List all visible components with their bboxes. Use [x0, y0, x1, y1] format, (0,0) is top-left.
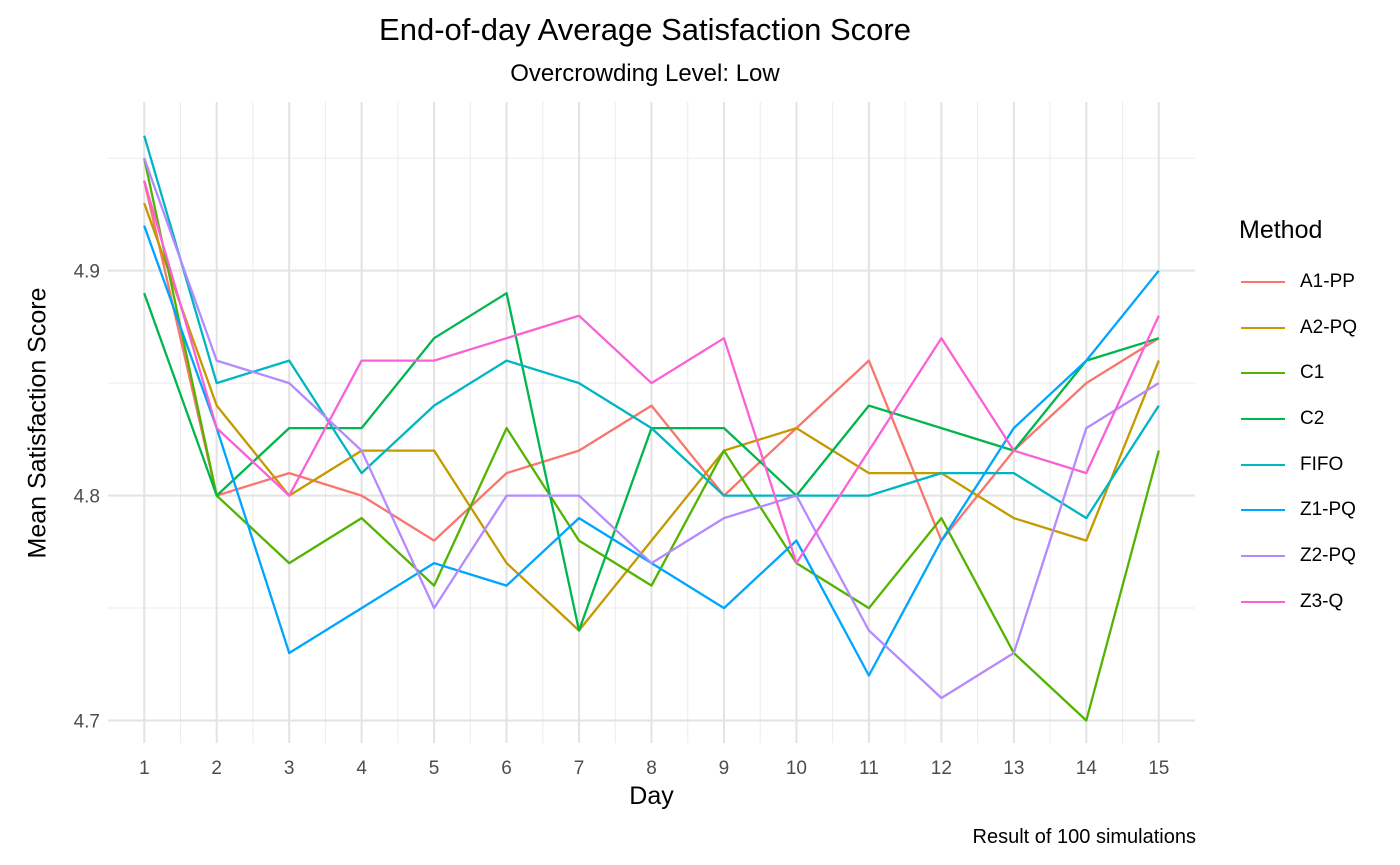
x-tick-label: 10 [786, 758, 807, 779]
series-line-z3-q [143, 180, 1160, 565]
legend-item: FIFO [1239, 442, 1357, 488]
x-axis-ticks: 1 2 3 4 5 6 7 8 9 10 11 12 13 14 15 [139, 758, 1169, 779]
legend: Method A1-PP A2-PQ C1 C2 FIFO Z1-PQ Z2-PQ Z3-Q [1239, 216, 1357, 625]
y-axis-ticks: 4.7 4.8 4.9 [74, 262, 100, 733]
x-tick-label: 13 [1003, 758, 1024, 779]
legend-label: C2 [1300, 407, 1325, 429]
legend-item: C1 [1239, 350, 1357, 396]
legend-label: Z3-Q [1300, 590, 1344, 612]
series-line-c1 [143, 157, 1160, 722]
x-tick-label: 1 [139, 758, 150, 779]
chart-caption: Result of 100 simulations [972, 826, 1196, 848]
legend-title: Method [1239, 216, 1323, 244]
legend-label: Z2-PQ [1300, 544, 1356, 566]
x-tick-label: 4 [356, 758, 367, 779]
x-tick-label: 7 [574, 758, 585, 779]
legend-item: A1-PP [1239, 259, 1357, 305]
legend-item: Z3-Q [1239, 579, 1357, 625]
x-tick-label: 2 [211, 758, 222, 779]
x-tick-label: 8 [646, 758, 657, 779]
x-axis-label: Day [629, 782, 674, 810]
legend-items: A1-PP A2-PQ C1 C2 FIFO Z1-PQ Z2-PQ Z3-Q [1239, 259, 1357, 625]
x-tick-label: 3 [284, 758, 295, 779]
legend-swatch [1241, 280, 1285, 283]
legend-swatch [1241, 554, 1285, 557]
y-tick-label: 4.9 [74, 262, 100, 283]
legend-item: A2-PQ [1239, 305, 1357, 351]
legend-label: C1 [1300, 362, 1325, 384]
legend-label: FIFO [1300, 453, 1344, 475]
legend-swatch [1241, 417, 1285, 420]
y-tick-label: 4.7 [74, 712, 100, 733]
series-line-fifo [143, 135, 1160, 520]
x-tick-label: 11 [859, 758, 879, 779]
y-tick-label: 4.8 [74, 487, 100, 508]
legend-swatch [1241, 463, 1285, 466]
x-tick-label: 9 [719, 758, 730, 779]
legend-swatch [1241, 372, 1285, 375]
legend-swatch [1241, 326, 1285, 329]
chart-subtitle: Overcrowding Level: Low [510, 60, 780, 87]
x-tick-label: 12 [931, 758, 952, 779]
legend-swatch [1241, 600, 1285, 603]
y-axis-label: Mean Satisfaction Score [23, 287, 52, 559]
series-line-a2-pq [143, 202, 1160, 632]
x-tick-label: 14 [1076, 758, 1098, 779]
legend-item: Z1-PQ [1239, 487, 1357, 533]
series-line-z2-pq [143, 157, 1160, 700]
legend-label: A2-PQ [1300, 316, 1358, 338]
legend-item: Z2-PQ [1239, 533, 1357, 579]
series-lines [143, 135, 1160, 722]
major-gridlines [108, 102, 1195, 743]
x-tick-label: 5 [429, 758, 440, 779]
legend-label: Z1-PQ [1300, 499, 1356, 521]
legend-label: A1-PP [1300, 270, 1355, 292]
legend-swatch [1241, 509, 1285, 512]
legend-item: C2 [1239, 396, 1357, 442]
chart-title: End-of-day Average Satisfaction Score [379, 12, 911, 47]
x-tick-label: 6 [501, 758, 512, 779]
x-tick-label: 15 [1148, 758, 1169, 779]
